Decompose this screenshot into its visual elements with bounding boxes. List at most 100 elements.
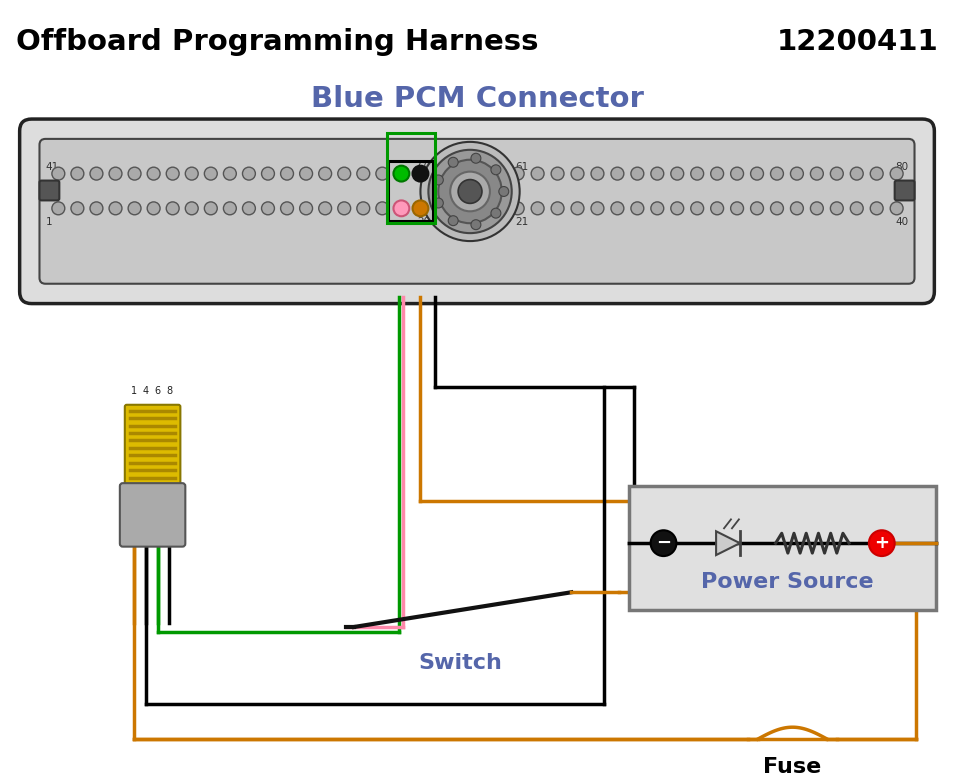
Circle shape <box>185 167 198 180</box>
Text: 12200411: 12200411 <box>776 28 938 56</box>
Circle shape <box>242 202 255 215</box>
Circle shape <box>356 167 370 180</box>
Circle shape <box>750 167 762 180</box>
Circle shape <box>204 202 217 215</box>
Circle shape <box>280 167 294 180</box>
Circle shape <box>51 167 65 180</box>
Circle shape <box>51 202 65 215</box>
Circle shape <box>393 166 409 181</box>
Text: Fuse: Fuse <box>762 757 821 777</box>
Circle shape <box>412 201 428 216</box>
Circle shape <box>437 159 501 223</box>
Circle shape <box>109 167 122 180</box>
Text: +: + <box>873 534 888 552</box>
Circle shape <box>412 166 428 181</box>
Text: Power Source: Power Source <box>700 573 873 592</box>
Circle shape <box>337 167 351 180</box>
Circle shape <box>90 202 103 215</box>
Circle shape <box>261 202 274 215</box>
Text: 21: 21 <box>516 217 528 227</box>
Circle shape <box>185 202 198 215</box>
Circle shape <box>889 202 902 215</box>
Circle shape <box>433 198 443 208</box>
Circle shape <box>395 167 408 180</box>
Text: 1: 1 <box>46 217 52 227</box>
Circle shape <box>414 167 426 180</box>
Circle shape <box>471 219 480 230</box>
Circle shape <box>591 202 603 215</box>
Circle shape <box>650 202 663 215</box>
Circle shape <box>420 142 519 241</box>
Circle shape <box>551 202 563 215</box>
Circle shape <box>375 202 389 215</box>
Circle shape <box>670 202 683 215</box>
Text: Switch: Switch <box>417 653 501 673</box>
Circle shape <box>448 157 457 167</box>
FancyBboxPatch shape <box>39 139 914 284</box>
Circle shape <box>223 202 236 215</box>
Circle shape <box>690 202 703 215</box>
Circle shape <box>491 165 500 175</box>
Circle shape <box>471 153 480 163</box>
Circle shape <box>128 202 141 215</box>
Circle shape <box>261 167 274 180</box>
Circle shape <box>610 167 623 180</box>
Circle shape <box>491 209 500 218</box>
Circle shape <box>457 180 481 203</box>
Circle shape <box>551 167 563 180</box>
Circle shape <box>166 202 179 215</box>
Circle shape <box>690 167 703 180</box>
Circle shape <box>511 202 523 215</box>
Circle shape <box>450 172 490 212</box>
Circle shape <box>790 167 802 180</box>
Text: Offboard Programming Harness: Offboard Programming Harness <box>15 28 537 56</box>
Circle shape <box>770 167 782 180</box>
Circle shape <box>869 202 882 215</box>
Circle shape <box>869 167 882 180</box>
Circle shape <box>280 202 294 215</box>
Circle shape <box>318 202 332 215</box>
Circle shape <box>448 216 457 226</box>
Circle shape <box>242 167 255 180</box>
Circle shape <box>650 531 676 556</box>
FancyBboxPatch shape <box>20 119 933 303</box>
Circle shape <box>591 167 603 180</box>
Text: 8: 8 <box>166 386 172 396</box>
Circle shape <box>90 167 103 180</box>
Circle shape <box>829 202 842 215</box>
Circle shape <box>128 167 141 180</box>
Circle shape <box>356 202 370 215</box>
Polygon shape <box>716 531 740 555</box>
Circle shape <box>829 167 842 180</box>
Circle shape <box>868 531 894 556</box>
Circle shape <box>809 202 822 215</box>
Text: 1: 1 <box>131 386 136 396</box>
Circle shape <box>809 167 822 180</box>
Circle shape <box>71 167 84 180</box>
FancyBboxPatch shape <box>894 180 914 201</box>
Circle shape <box>750 202 762 215</box>
Circle shape <box>318 167 332 180</box>
Circle shape <box>889 167 902 180</box>
Text: −: − <box>656 534 670 552</box>
Text: 80: 80 <box>895 162 907 172</box>
Text: 4: 4 <box>142 386 149 396</box>
Circle shape <box>71 202 84 215</box>
Circle shape <box>299 167 313 180</box>
Circle shape <box>393 201 409 216</box>
Text: 60: 60 <box>416 162 430 172</box>
Circle shape <box>531 202 543 215</box>
Bar <box>388 161 433 221</box>
Text: 20: 20 <box>416 217 430 227</box>
Bar <box>628 486 935 610</box>
Text: 41: 41 <box>46 162 59 172</box>
Text: Blue PCM Connector: Blue PCM Connector <box>311 86 642 114</box>
Circle shape <box>670 167 683 180</box>
Circle shape <box>710 202 722 215</box>
FancyBboxPatch shape <box>120 483 185 547</box>
Circle shape <box>849 202 862 215</box>
Text: 40: 40 <box>895 217 907 227</box>
Text: 61: 61 <box>516 162 528 172</box>
Circle shape <box>299 202 313 215</box>
Circle shape <box>223 167 236 180</box>
